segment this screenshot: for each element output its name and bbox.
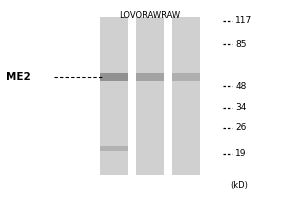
- Bar: [100, 73, 128, 81]
- Bar: [172, 73, 200, 81]
- Text: 117: 117: [235, 16, 252, 25]
- Text: (kD): (kD): [231, 181, 248, 190]
- Text: LOVORAWRAW: LOVORAWRAW: [119, 11, 181, 20]
- Bar: [100, 146, 128, 151]
- Text: 26: 26: [235, 123, 247, 132]
- Bar: [136, 73, 164, 81]
- Bar: [136, 17, 164, 175]
- Text: 85: 85: [235, 40, 247, 49]
- Bar: [172, 17, 200, 175]
- Text: 34: 34: [235, 103, 247, 112]
- Bar: [100, 17, 128, 175]
- Text: ME2: ME2: [6, 72, 31, 82]
- Text: 48: 48: [235, 82, 247, 91]
- Text: 19: 19: [235, 149, 247, 158]
